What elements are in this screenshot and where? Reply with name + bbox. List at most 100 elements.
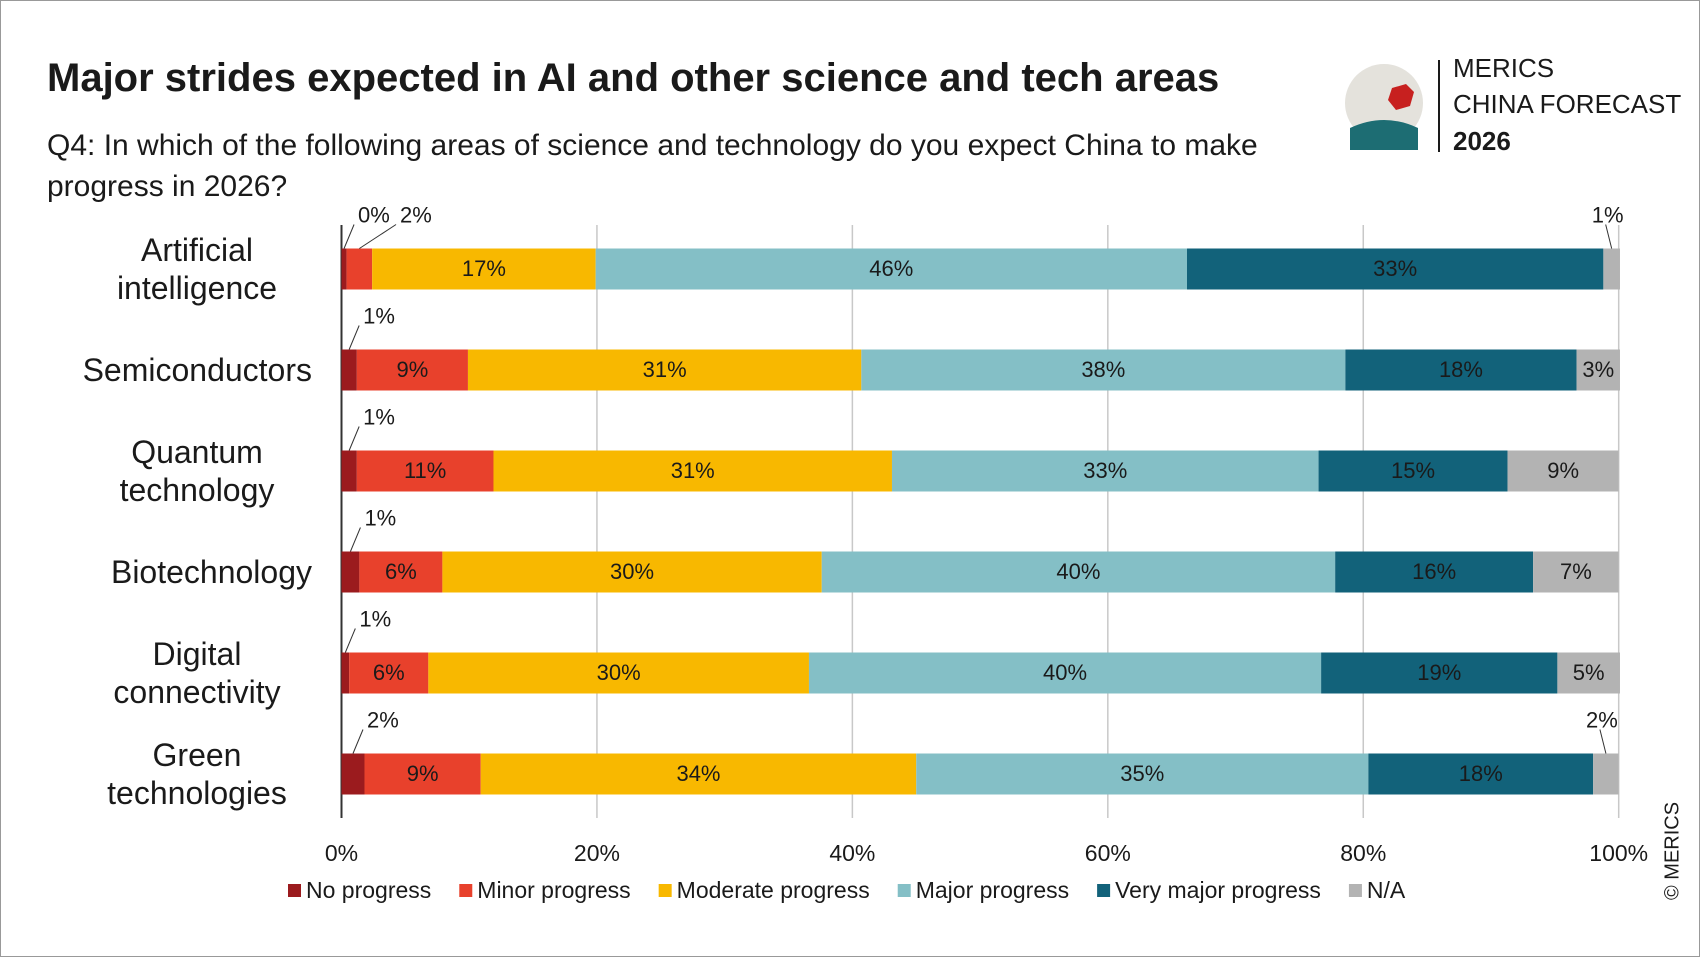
bar-segment [1187,248,1604,290]
value-label: 46% [869,256,913,281]
value-label: 18% [1439,357,1483,382]
brand-line: 2026 [1453,126,1511,156]
legend-label: Moderate progress [677,877,870,903]
value-label: 6% [373,660,405,685]
bar-segment [1557,652,1620,694]
bar-segment [1335,551,1534,593]
value-label: 1% [363,404,395,429]
chart-subtitle: Q4: In which of the following areas of s… [47,129,1258,203]
bar-segment [359,551,443,593]
credit: © MERICS [1661,802,1683,900]
value-label: 9% [1547,458,1579,483]
bar-segment [1533,551,1619,593]
value-label: 31% [671,458,715,483]
y-tick-label: Digital connectivity [113,636,281,710]
logo-base [1350,120,1418,150]
x-tick-label: 20% [574,840,620,866]
value-label: 7% [1560,559,1592,584]
legend-label: Minor progress [477,877,630,903]
value-label: 1% [364,505,396,530]
bar-segment [493,450,892,492]
value-label: 16% [1412,559,1456,584]
bar-segment [595,248,1188,290]
bar-segment [821,551,1336,593]
bar-segment [1593,753,1619,795]
value-label: 2% [367,707,399,732]
x-tick-label: 80% [1340,840,1386,866]
bar-segment [1318,450,1508,492]
brand-line: CHINA FORECAST [1453,89,1681,119]
bar-segment [364,753,481,795]
x-tick-label: 0% [325,840,358,866]
bar-segment [341,248,347,290]
y-tick-label: Biotechnology [110,554,312,590]
leader-line [344,628,356,653]
bar-segment [891,450,1319,492]
bar-segment [442,551,822,593]
value-label: 30% [610,559,654,584]
value-label: 34% [676,761,720,786]
leader-line [359,224,397,249]
legend-swatch [1097,884,1111,897]
logo-china [1388,84,1414,110]
leader-line [352,729,364,754]
x-tick-label: 100% [1589,840,1648,866]
bar-segment [428,652,809,694]
bar-segment [480,753,917,795]
value-label: 1% [1592,202,1624,227]
bar-segment [349,652,429,694]
y-tick-label: Quantum technology [119,434,275,508]
legend-swatch [288,884,301,897]
y-tick-label: Green technologies [107,737,287,811]
value-label: 9% [396,357,428,382]
x-tick-label: 40% [829,840,875,866]
bar-segment [341,753,365,795]
bar-segment [1345,349,1577,391]
value-label: 9% [407,761,439,786]
bar-segment [1576,349,1620,391]
legend-swatch [658,884,672,897]
legend-swatch [897,884,911,897]
bar-segment [916,753,1369,795]
brand-line: MERICS [1453,53,1554,83]
bar-segment [467,349,862,391]
value-label: 33% [1373,256,1417,281]
value-label: 31% [643,357,687,382]
bar-segment [346,248,373,290]
value-label: 33% [1083,458,1127,483]
leader-line [343,224,355,249]
bar-segment [356,450,494,492]
bar-segment [1603,248,1620,290]
bar-segment [341,349,357,391]
value-label: 1% [363,303,395,328]
chart-title: Major strides expected in AI and other s… [47,56,1220,100]
value-label: 3% [1582,357,1614,382]
value-label: 15% [1391,458,1435,483]
leader-line [348,325,360,350]
legend-swatch [459,884,473,897]
value-label: 11% [404,458,446,483]
value-label: 18% [1459,761,1503,786]
leader-line [1599,729,1607,754]
leader-line [349,527,361,552]
legend-swatch [1348,884,1362,897]
value-label: 38% [1081,357,1125,382]
value-label: 30% [597,660,641,685]
bar-segment [1321,652,1558,694]
value-label: 40% [1056,559,1100,584]
value-label: 5% [1573,660,1605,685]
value-label: 6% [385,559,417,584]
legend-label: Major progress [916,877,1069,903]
bar-segment [356,349,468,391]
legend-label: N/A [1367,877,1406,903]
bar-segment [1507,450,1619,492]
bar-segment [808,652,1322,694]
bar-segment [341,652,350,694]
value-label: 19% [1417,660,1461,685]
bar-segment [341,450,357,492]
bar-segment [372,248,596,290]
legend-label: Very major progress [1115,877,1321,903]
y-tick-label: Semiconductors [82,352,312,388]
